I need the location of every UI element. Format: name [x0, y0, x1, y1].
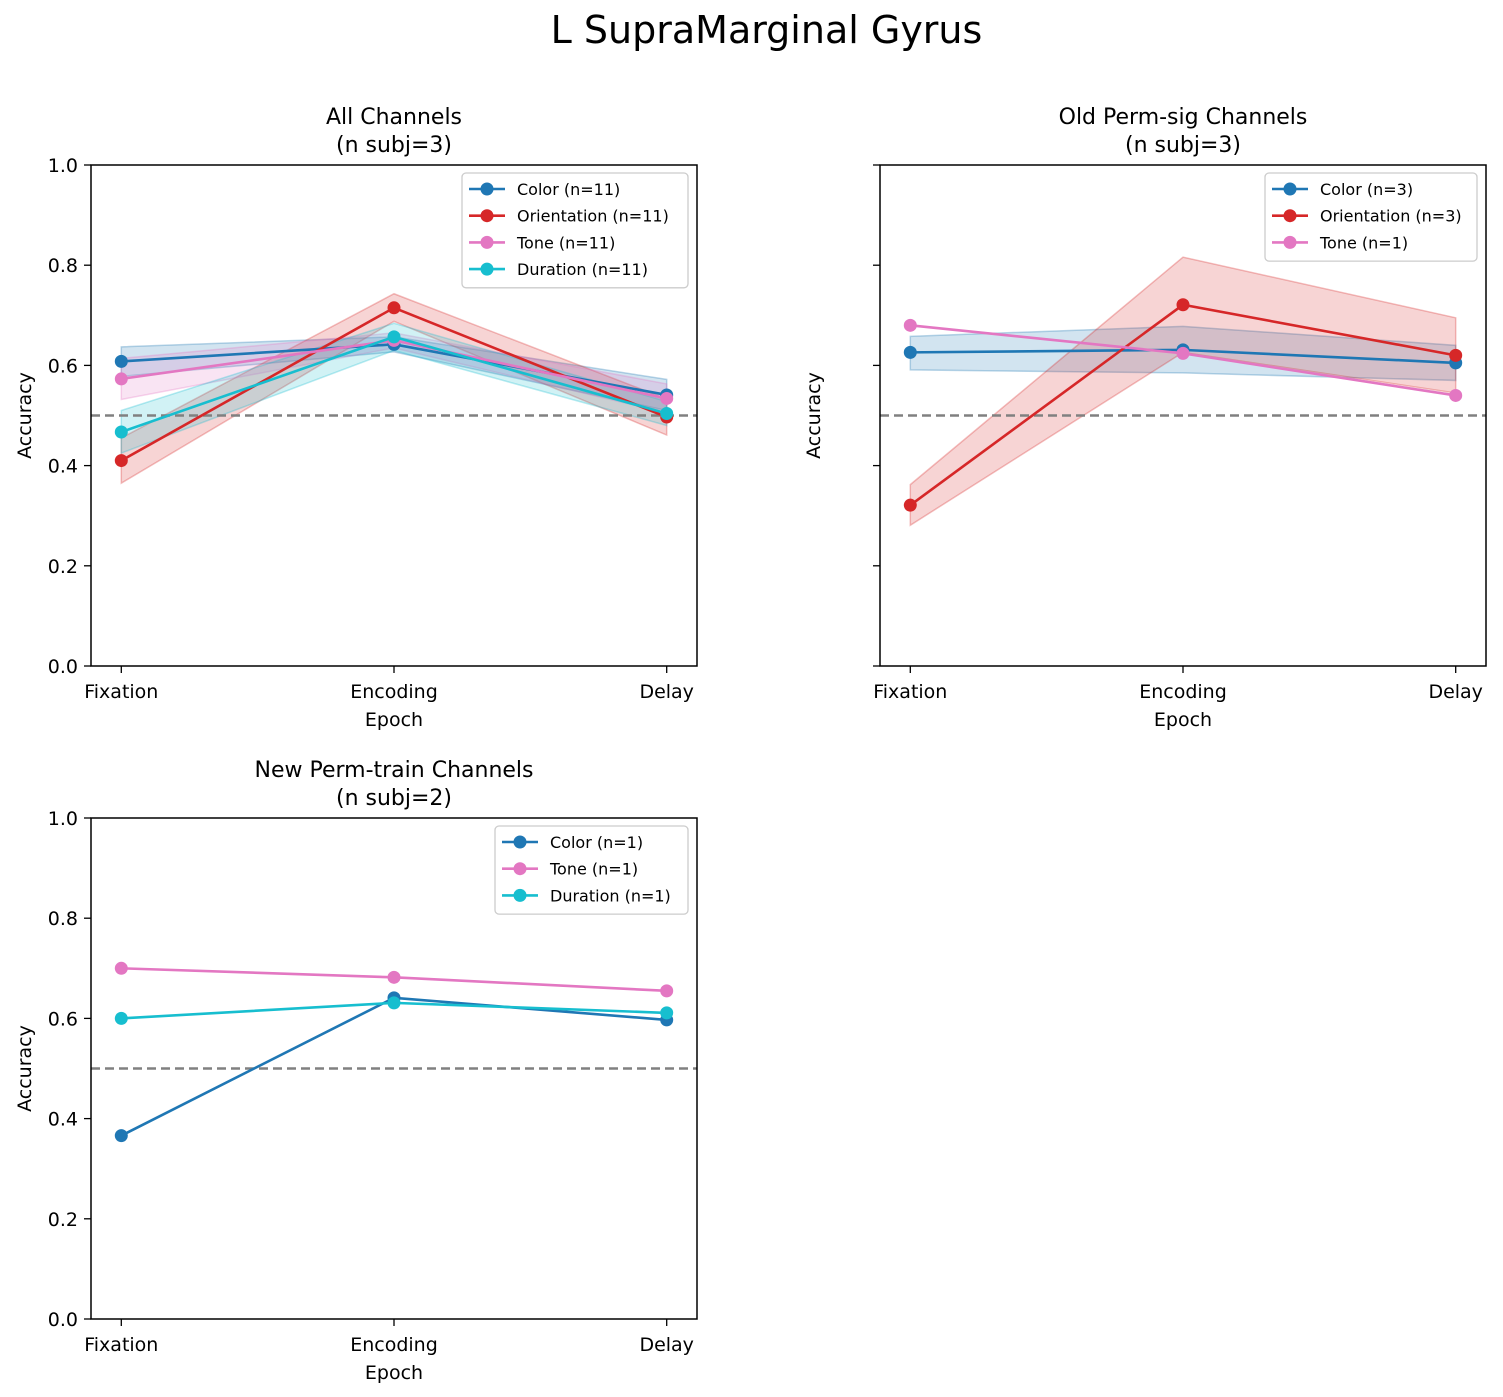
legend-label: Orientation (n=11) — [517, 207, 669, 226]
y-axis-label: Accuracy — [14, 1025, 36, 1112]
data-point-orientation — [903, 498, 917, 512]
y-tick-label: 0.2 — [48, 1209, 78, 1231]
data-point-tone — [1176, 346, 1190, 360]
legend-label: Color (n=1) — [550, 833, 643, 852]
plot-frame — [90, 164, 698, 667]
legend-label: Color (n=11) — [517, 180, 620, 199]
x-axis-label: Epoch — [365, 709, 423, 731]
data-point-color — [114, 354, 128, 368]
data-point-orientation — [1449, 348, 1463, 362]
legend-marker — [1283, 182, 1297, 196]
data-point-duration — [114, 1011, 128, 1025]
legend-marker — [480, 262, 494, 276]
data-point-tone — [387, 970, 401, 984]
legend-label: Tone (n=1) — [549, 860, 638, 879]
chart-subtitle: (n subj=3) — [336, 133, 452, 158]
data-point-tone — [114, 961, 128, 975]
y-tick-label: 0.8 — [48, 255, 78, 277]
x-axis-label: Epoch — [365, 1362, 423, 1384]
data-point-duration — [387, 996, 401, 1010]
legend-label: Tone (n=11) — [516, 233, 615, 252]
series-line-color — [120, 996, 667, 1137]
y-tick-label: 0.6 — [48, 1008, 78, 1030]
legend-marker — [480, 235, 494, 249]
data-point-duration — [660, 1006, 674, 1020]
x-tick-label: Encoding — [1139, 681, 1227, 703]
data-point-duration — [387, 330, 401, 344]
data-point-color — [114, 1129, 128, 1143]
chart-subtitle: (n subj=2) — [336, 786, 452, 811]
y-tick-label: 0.4 — [48, 456, 78, 478]
y-tick-label: 1.0 — [48, 808, 78, 830]
legend-box — [1264, 172, 1478, 262]
legend-label: Tone (n=1) — [1319, 233, 1408, 252]
x-tick-label: Fixation — [873, 681, 947, 703]
data-point-duration — [660, 406, 674, 420]
x-tick-label: Fixation — [84, 1334, 158, 1356]
legend-marker — [513, 835, 527, 849]
legend-marker — [480, 182, 494, 196]
chart-title: All Channels — [326, 105, 462, 130]
error-band-orientation — [120, 292, 668, 485]
y-axis-label: Accuracy — [14, 372, 36, 459]
legend-marker — [480, 209, 494, 223]
y-tick-label: 0.4 — [48, 1109, 78, 1131]
legend-label: Color (n=3) — [1320, 180, 1413, 199]
data-point-tone — [114, 372, 128, 386]
legend-marker — [513, 862, 527, 876]
data-point-tone — [660, 984, 674, 998]
data-point-duration — [114, 425, 128, 439]
legend-box — [494, 825, 689, 915]
y-tick-label: 0.0 — [48, 1309, 78, 1331]
data-point-tone — [660, 391, 674, 405]
x-axis-label: Epoch — [1154, 709, 1212, 731]
x-tick-label: Fixation — [84, 681, 158, 703]
data-point-tone — [903, 318, 917, 332]
chart-title: Old Perm-sig Channels — [1059, 105, 1308, 130]
x-tick-label: Delay — [639, 1334, 694, 1356]
legend-marker — [1283, 235, 1297, 249]
y-tick-label: 1.0 — [48, 155, 78, 177]
y-tick-label: 0.8 — [48, 908, 78, 930]
legend-marker — [1283, 209, 1297, 223]
chart-title: New Perm-train Channels — [254, 758, 533, 783]
x-tick-label: Delay — [639, 681, 694, 703]
figure-title: L SupraMarginal Gyrus — [550, 8, 983, 52]
y-axis-label: Accuracy — [803, 372, 825, 459]
chart-subtitle: (n subj=3) — [1125, 133, 1241, 158]
data-point-orientation — [1176, 298, 1190, 312]
plot-frame — [879, 164, 1487, 667]
legend-label: Duration (n=1) — [550, 886, 671, 905]
data-point-color — [903, 345, 917, 359]
data-point-orientation — [387, 301, 401, 315]
y-tick-label: 0.6 — [48, 355, 78, 377]
x-tick-label: Encoding — [350, 1334, 438, 1356]
x-tick-label: Delay — [1428, 681, 1483, 703]
data-point-tone — [1449, 388, 1463, 402]
legend-box — [461, 172, 689, 289]
data-point-orientation — [114, 454, 128, 468]
legend-label: Duration (n=11) — [517, 260, 648, 279]
x-tick-label: Encoding — [350, 681, 438, 703]
y-tick-label: 0.0 — [48, 656, 78, 678]
y-tick-label: 0.2 — [48, 556, 78, 578]
legend-label: Orientation (n=3) — [1320, 207, 1462, 226]
legend-marker — [513, 888, 527, 902]
plot-frame — [90, 817, 698, 1320]
